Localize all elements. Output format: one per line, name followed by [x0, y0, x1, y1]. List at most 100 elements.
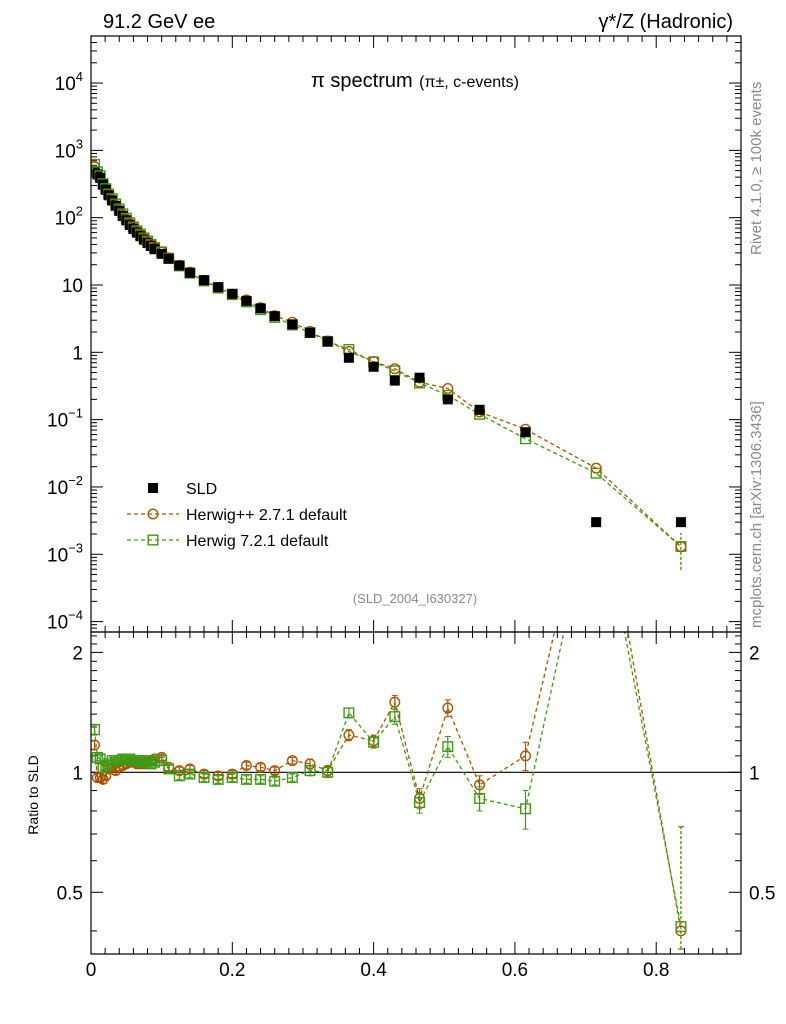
y-tick-label-ratio-right: 2: [749, 643, 760, 664]
herwigpp-point: [675, 541, 687, 553]
ratio-panel-axes: 0 0.2 0.4 0.6 0.8 2 2 1 1 0.5 0.5: [57, 632, 775, 981]
rivet-version-label: Rivet 4.1.0, ≥ 100k events: [748, 82, 765, 255]
herwig7-ratio-point: [163, 763, 175, 775]
y-tick-label-main: 10−1: [47, 406, 83, 432]
herwig7-ratio-point: [304, 765, 316, 777]
y-tick-label-main: 10−4: [47, 608, 83, 634]
herwigpp-ratio-point: [91, 772, 103, 784]
y-tick-label-main: 1: [72, 343, 83, 364]
herwig7-ratio-point: [474, 792, 486, 804]
herwig7-ratio-point: [520, 803, 532, 815]
herwigpp-ratio-point: [94, 772, 106, 784]
y-tick-label-main: 10−2: [47, 473, 83, 499]
sld-point: [322, 336, 333, 347]
herwig7-ratio-point: [145, 758, 157, 770]
herwig7-ratio-point: [591, 479, 601, 489]
herwig7-ratio-point: [124, 753, 136, 765]
sld-point: [343, 352, 354, 363]
sld-point: [591, 517, 602, 528]
herwigpp-ratio-point: [389, 696, 401, 708]
header-left-title: 91.2 GeV ee: [103, 11, 215, 33]
herwigpp-ratio-point: [91, 739, 101, 751]
herwigpp-ratio-point: [591, 449, 601, 459]
herwig7-ratio-point: [212, 773, 224, 785]
herwig7-ratio-point: [269, 775, 281, 787]
herwig7-ratio-point: [343, 707, 355, 719]
y-tick-label-ratio: 1: [72, 763, 83, 784]
sld-point: [241, 295, 252, 306]
legend: SLD Herwig++ 2.7.1 default Herwig 7.2.1 de…: [127, 481, 348, 550]
legend-marker-sld: [148, 483, 158, 493]
legend-marker-herwig7: [147, 534, 159, 546]
plot-title: π spectrum (π±, c-events): [311, 70, 519, 92]
y-tick-label-main: 10: [62, 276, 83, 297]
herwig7-ratio-point: [255, 773, 267, 785]
herwig7-ratio-point: [226, 772, 238, 784]
y-tick-label-main: 104: [55, 69, 83, 95]
sld-point: [103, 190, 114, 201]
x-tick-label: 0: [86, 960, 97, 981]
sld-point: [98, 179, 109, 190]
herwig7-ratio-point: [184, 768, 196, 780]
herwig7-ratio-point: [240, 773, 252, 785]
herwig7-ratio-point: [442, 741, 454, 753]
herwigpp-ratio-point: [255, 761, 267, 773]
plot-title-main: π spectrum: [311, 70, 413, 92]
herwigpp-ratio-point: [520, 750, 532, 762]
sld-point: [305, 327, 316, 338]
legend-label: SLD: [186, 481, 217, 498]
sld-point: [269, 311, 280, 322]
legend-marker-herwigpp: [147, 508, 159, 520]
legend-label: Herwig++ 2.7.1 default: [186, 507, 348, 524]
herwig7-ratio-point: [149, 756, 161, 768]
x-tick-label: 0.6: [502, 960, 528, 981]
main-panel-series: [91, 158, 687, 570]
herwig7-ratio-point: [173, 770, 185, 782]
plot-title-sub: (π±, c-events): [419, 74, 519, 91]
x-tick-label: 0.4: [360, 960, 387, 981]
legend-label: Herwig 7.2.1 default: [186, 533, 329, 550]
y-tick-label-ratio: 0.5: [57, 883, 83, 904]
herwigpp-line: [93, 166, 682, 548]
sld-point: [184, 267, 195, 278]
sld-point: [95, 172, 106, 183]
herwig7-ratio-point: [414, 797, 426, 809]
sld-point: [675, 517, 686, 528]
y-tick-label-main: 102: [55, 204, 83, 230]
herwigpp-ratio-point: [240, 760, 252, 772]
herwigpp-ratio-point: [286, 755, 298, 767]
header-right-title: γ*/Z (Hadronic): [599, 11, 733, 33]
herwigpp-point: [442, 383, 454, 395]
ratio-panel-series: [91, 449, 687, 950]
sld-point: [174, 260, 185, 271]
ratio-panel-frame: [90, 631, 742, 955]
herwig7-ratio-point: [156, 755, 168, 767]
y-tick-label-ratio: 2: [72, 643, 83, 664]
sld-point: [149, 244, 160, 255]
sld-point: [156, 248, 167, 259]
y-tick-label-ratio-right: 0.5: [749, 883, 775, 904]
herwig7-ratio-line: [93, 632, 682, 927]
sld-point: [227, 288, 238, 299]
herwig7-ratio-point: [134, 755, 146, 767]
herwig7-point: [590, 467, 602, 479]
x-tick-label: 0.2: [219, 960, 245, 981]
analysis-tag: (SLD_2004_I630327): [353, 591, 477, 606]
x-tick-label: 0.8: [643, 960, 669, 981]
sld-point: [442, 394, 453, 405]
sld-point: [199, 275, 210, 286]
sld-point: [520, 427, 531, 438]
herwig7-ratio-point: [91, 724, 101, 736]
herwig7-ratio-point: [389, 711, 401, 723]
ratio-y-axis-label: Ratio to SLD: [25, 755, 41, 834]
mcplots-label: mcplots.cern.ch [arXiv:1306.3436]: [748, 401, 765, 628]
herwig7-ratio-point: [368, 736, 380, 748]
sld-point: [389, 375, 400, 386]
sld-point: [474, 404, 485, 415]
herwigpp-ratio-point: [269, 765, 281, 777]
herwig7-ratio-point: [286, 772, 298, 784]
sld-point: [163, 253, 174, 264]
herwig7-ratio-point: [113, 755, 125, 767]
